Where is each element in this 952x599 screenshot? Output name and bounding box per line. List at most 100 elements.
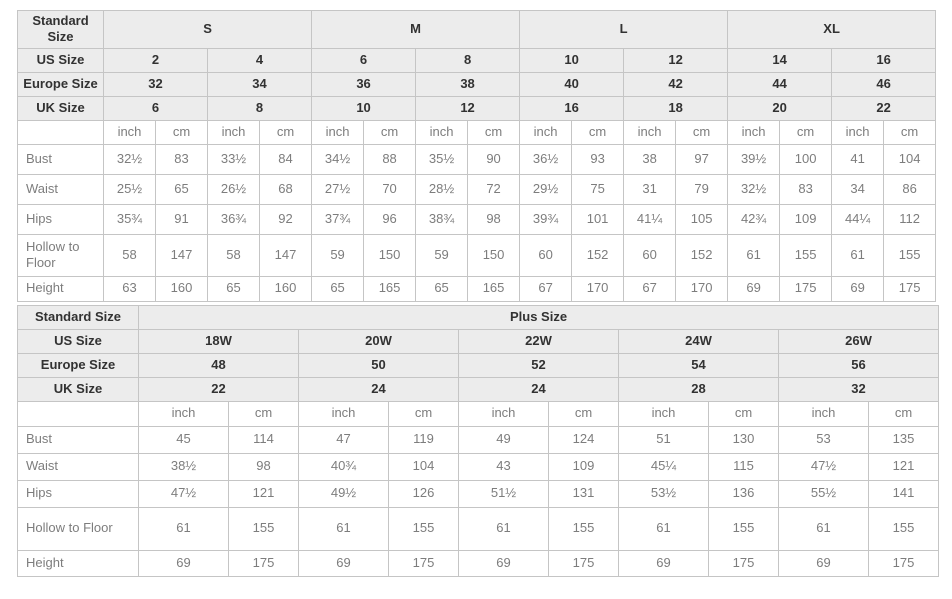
measure-value: 104 (388, 452, 459, 481)
unit-header: cm (867, 400, 940, 427)
measure-row-label: Waist (17, 173, 104, 205)
measure-value: 38½ (138, 452, 229, 481)
measure-value: 155 (883, 233, 937, 277)
measure-value: 136 (708, 479, 779, 508)
measure-value: 112 (883, 203, 937, 235)
measure-value: 35½ (415, 143, 469, 175)
measure-value: 104 (883, 143, 937, 175)
measure-value: 26½ (207, 173, 260, 205)
measure-value: 152 (675, 233, 729, 277)
measure-value: 61 (138, 506, 229, 551)
unit-header: inch (207, 119, 260, 145)
size-value: 52 (458, 352, 619, 378)
unit-header: inch (311, 119, 365, 145)
size-value: 6 (311, 47, 417, 73)
measure-value: 37¾ (311, 203, 365, 235)
measure-row: Height 69 175 69 175 69 175 69 175 69 175 (17, 549, 940, 577)
size-value: 12 (415, 95, 521, 121)
measure-value: 72 (467, 173, 521, 205)
measure-value: 39½ (727, 143, 781, 175)
measure-value: 47 (298, 425, 389, 454)
measure-value: 29½ (519, 173, 573, 205)
measure-value: 121 (867, 452, 940, 481)
measure-value: 69 (458, 549, 549, 577)
measure-value: 165 (467, 275, 521, 302)
size-row-label: Europe Size (17, 71, 104, 97)
measure-value: 150 (467, 233, 521, 277)
size-value: 12 (623, 47, 729, 73)
measure-value: 90 (467, 143, 521, 175)
measure-value: 51 (618, 425, 709, 454)
measure-value: 79 (675, 173, 729, 205)
size-value: 16 (831, 47, 937, 73)
measure-value: 175 (883, 275, 937, 302)
size-value: 28 (618, 376, 779, 402)
measure-value: 101 (571, 203, 625, 235)
size-row-label: UK Size (17, 376, 139, 402)
measure-value: 155 (779, 233, 833, 277)
unit-row-spacer (17, 400, 139, 427)
measure-value: 155 (867, 506, 940, 551)
unit-header: cm (363, 119, 417, 145)
measure-value: 47½ (138, 479, 229, 508)
unit-header: inch (618, 400, 709, 427)
measure-value: 147 (258, 233, 313, 277)
measure-value: 75 (571, 173, 625, 205)
measure-value: 28½ (415, 173, 469, 205)
measure-value: 155 (708, 506, 779, 551)
measure-value: 83 (779, 173, 833, 205)
measure-value: 155 (228, 506, 299, 551)
unit-header: inch (519, 119, 573, 145)
size-value: 20W (298, 328, 459, 354)
measure-row-label: Hollow to Floor (17, 233, 104, 277)
size-value: 32 (777, 376, 940, 402)
measure-value: 61 (298, 506, 389, 551)
unit-header: cm (571, 119, 625, 145)
measure-value: 165 (363, 275, 417, 302)
measure-value: 45¼ (618, 452, 709, 481)
measure-value: 60 (623, 233, 677, 277)
size-value: 2 (103, 47, 208, 73)
measure-value: 69 (831, 275, 885, 302)
measure-value: 124 (548, 425, 619, 454)
measure-value: 36¾ (207, 203, 260, 235)
measure-value: 42¾ (727, 203, 781, 235)
measure-value: 60 (519, 233, 573, 277)
measure-value: 69 (618, 549, 709, 577)
measure-row: Waist 25½ 65 26½ 68 27½ 70 28½ 72 29½ 75 31 79 32½ 83 3… (17, 173, 937, 205)
size-value: 10 (311, 95, 417, 121)
unit-header: cm (467, 119, 521, 145)
measure-value: 45 (138, 425, 229, 454)
measure-value: 34½ (311, 143, 365, 175)
unit-header: cm (228, 400, 299, 427)
measure-value: 53½ (618, 479, 709, 508)
size-value: 56 (777, 352, 940, 378)
measure-value: 98 (228, 452, 299, 481)
measure-row: Waist 38½ 98 40¾ 104 43 109 45¼ 115 47½ 121 (17, 452, 940, 481)
size-value: 24W (618, 328, 779, 354)
unit-header: inch (831, 119, 885, 145)
measure-value: 155 (548, 506, 619, 551)
measure-value: 47½ (778, 452, 869, 481)
measure-value: 175 (548, 549, 619, 577)
measure-value: 69 (138, 549, 229, 577)
unit-header: inch (298, 400, 389, 427)
measure-row: Height 63 160 65 160 65 165 65 165 67 170 67 170 69 17… (17, 275, 937, 302)
measure-value: 86 (883, 173, 937, 205)
unit-header: inch (623, 119, 677, 145)
measure-value: 34 (831, 173, 885, 205)
measure-row-label: Height (17, 549, 139, 577)
measure-row: Hollow to Floor 61 155 61 155 61 155 61 155 61 155 (17, 506, 940, 551)
measure-value: 41 (831, 143, 885, 175)
measure-value: 175 (779, 275, 833, 302)
measure-value: 65 (311, 275, 365, 302)
measure-value: 121 (228, 479, 299, 508)
size-value: 36 (311, 71, 417, 97)
size-value: 26W (777, 328, 940, 354)
size-row-label: Europe Size (17, 352, 139, 378)
measure-value: 109 (779, 203, 833, 235)
measure-value: 160 (258, 275, 313, 302)
size-value: 40 (519, 71, 625, 97)
measure-value: 150 (363, 233, 417, 277)
measure-value: 93 (571, 143, 625, 175)
